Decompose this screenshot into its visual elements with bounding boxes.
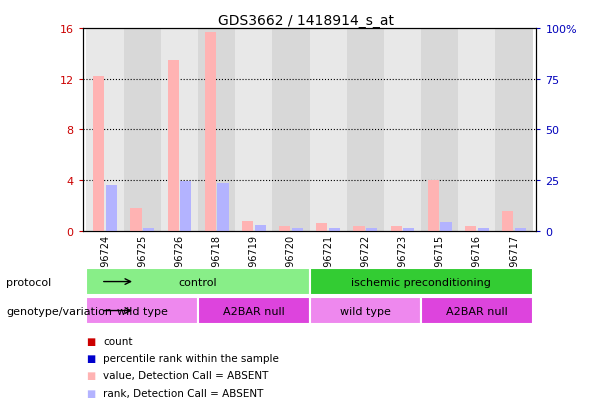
Text: ■: ■ xyxy=(86,353,95,363)
Bar xyxy=(478,228,489,231)
Bar xyxy=(390,226,402,231)
Bar xyxy=(198,29,235,231)
Bar xyxy=(465,226,476,231)
Bar xyxy=(421,29,459,231)
Bar xyxy=(441,223,452,231)
Bar xyxy=(205,33,216,231)
Bar xyxy=(421,297,533,324)
Text: ischemic preconditioning: ischemic preconditioning xyxy=(351,277,491,287)
Bar xyxy=(86,297,198,324)
Bar xyxy=(495,29,533,231)
Bar xyxy=(515,228,526,231)
Bar xyxy=(384,29,421,231)
Bar xyxy=(310,297,421,324)
Bar xyxy=(167,61,178,231)
Text: wild type: wild type xyxy=(117,306,168,316)
Bar xyxy=(86,268,310,295)
Text: genotype/variation: genotype/variation xyxy=(6,306,112,316)
Text: value, Detection Call = ABSENT: value, Detection Call = ABSENT xyxy=(103,370,268,380)
Bar xyxy=(242,221,253,231)
Bar xyxy=(279,226,290,231)
Bar xyxy=(131,209,142,231)
Bar xyxy=(347,29,384,231)
Bar xyxy=(310,268,533,295)
Bar xyxy=(93,77,104,231)
Bar xyxy=(292,228,303,231)
Bar xyxy=(310,29,347,231)
Text: GDS3662 / 1418914_s_at: GDS3662 / 1418914_s_at xyxy=(218,14,395,28)
Bar xyxy=(124,29,161,231)
Text: A2BAR null: A2BAR null xyxy=(223,306,284,316)
Bar xyxy=(106,186,117,231)
Bar xyxy=(316,224,327,231)
Bar xyxy=(459,29,495,231)
Bar xyxy=(86,29,124,231)
Bar xyxy=(198,297,310,324)
Bar xyxy=(366,229,377,231)
Text: control: control xyxy=(179,277,218,287)
Bar xyxy=(403,228,414,231)
Bar xyxy=(428,180,439,231)
Text: percentile rank within the sample: percentile rank within the sample xyxy=(103,353,279,363)
Text: ■: ■ xyxy=(86,336,95,346)
Text: ■: ■ xyxy=(86,388,95,398)
Bar xyxy=(235,29,272,231)
Bar xyxy=(218,183,229,231)
Text: wild type: wild type xyxy=(340,306,390,316)
Bar xyxy=(180,182,191,231)
Bar xyxy=(502,211,513,231)
Text: rank, Detection Call = ABSENT: rank, Detection Call = ABSENT xyxy=(103,388,264,398)
Bar xyxy=(354,226,365,231)
Bar xyxy=(161,29,198,231)
Bar xyxy=(272,29,310,231)
Bar xyxy=(254,225,265,231)
Text: A2BAR null: A2BAR null xyxy=(446,306,508,316)
Text: ■: ■ xyxy=(86,370,95,380)
Bar xyxy=(329,228,340,231)
Bar xyxy=(143,228,154,231)
Text: count: count xyxy=(103,336,132,346)
Text: protocol: protocol xyxy=(6,277,51,287)
